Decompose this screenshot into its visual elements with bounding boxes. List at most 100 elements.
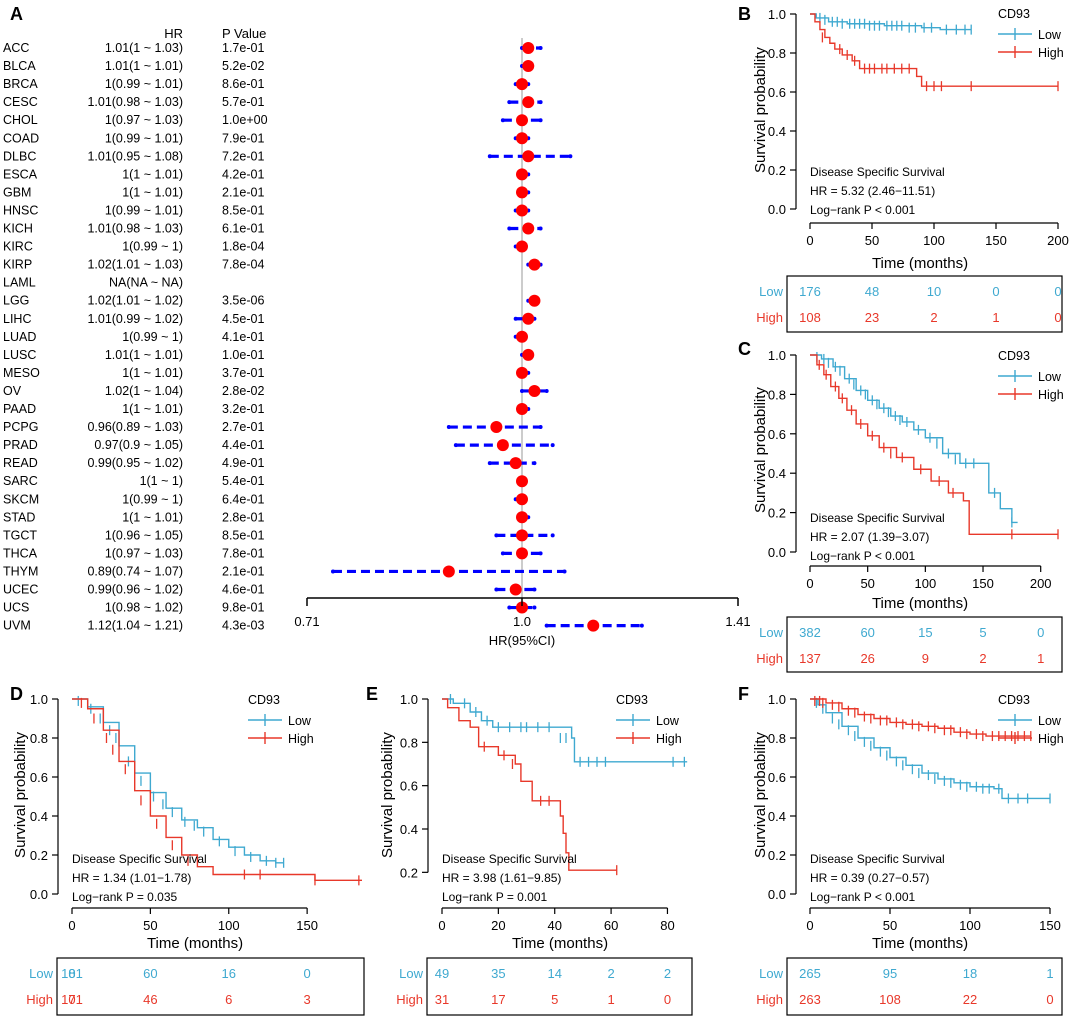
forest-row-p: 1.0e+00 <box>222 113 268 127</box>
km-legend-high-label: High <box>656 732 682 746</box>
km-legend-title: CD93 <box>998 7 1030 21</box>
km-x-label: Time (months) <box>872 935 968 952</box>
forest-row-p: 3.7e-01 <box>222 366 264 380</box>
panel-label-d: D <box>10 684 23 704</box>
km-legend-low-label: Low <box>1038 28 1062 42</box>
km-risk-high-count: 1 <box>1037 651 1044 666</box>
panel-label-c: C <box>738 339 751 359</box>
km-risk-table-box <box>786 616 1063 673</box>
forest-ci-lo-cesc <box>507 100 512 105</box>
km-x-tick-label: 150 <box>296 918 318 933</box>
forest-point-ov <box>528 384 541 397</box>
km-stats-title: Disease Specific Survival <box>810 165 945 179</box>
km-risk-low-count: 60 <box>143 966 157 981</box>
forest-ci-hi-dlbc <box>568 154 573 159</box>
forest-row-cancer: LUSC <box>3 348 36 362</box>
forest-row-hr: 0.99(0.95 ~ 1.02) <box>87 456 183 470</box>
forest-point-chol <box>516 114 528 127</box>
km-risk-high-label: High <box>396 992 423 1007</box>
forest-row-cancer: LIHC <box>3 312 31 326</box>
km-stats-logrank: Log−rank P = 0.035 <box>72 890 178 904</box>
forest-point-skcm <box>516 493 528 506</box>
forest-row-p: 2.1e-01 <box>222 185 264 199</box>
km-risk-high-count: 22 <box>963 992 977 1007</box>
km-risk-low-count: 5 <box>979 625 986 640</box>
forest-ci-lo-lihc <box>513 316 518 321</box>
km-legend-low-label: Low <box>656 714 680 728</box>
km-risk-high-count: 1 <box>607 992 614 1007</box>
km-risk-low-count: 382 <box>799 625 821 640</box>
forest-row-hr: 1(0.99 ~ 1.01) <box>105 203 183 217</box>
km-risk-high-label: High <box>756 310 783 325</box>
km-risk-high-count: 137 <box>799 651 821 666</box>
forest-row-hr: 1(1 ~ 1.01) <box>122 402 183 416</box>
km-y-tick-label: 0.4 <box>768 466 786 481</box>
km-x-tick-label: 200 <box>1047 233 1069 248</box>
panel-label-b: B <box>738 4 751 24</box>
km-x-label: Time (months) <box>872 595 968 612</box>
forest-row-p: 6.4e-01 <box>222 492 264 506</box>
km-x-tick-label: 200 <box>1030 576 1052 591</box>
km-stats-title: Disease Specific Survival <box>810 511 945 525</box>
forest-point-hnsc <box>516 204 528 217</box>
forest-row-hr: 1.01(1 ~ 1.01) <box>105 59 183 73</box>
forest-point-thym <box>442 565 455 578</box>
km-x-tick-label: 150 <box>972 576 994 591</box>
km-risk-high-count: 1 <box>992 310 999 325</box>
km-y-tick-label: 0.0 <box>30 887 48 902</box>
forest-row-cancer: DLBC <box>3 149 36 163</box>
forest-row-p: 7.2e-01 <box>222 149 264 163</box>
forest-row-cancer: OV <box>3 384 22 398</box>
forest-row-p: 1.7e-01 <box>222 41 264 55</box>
forest-row-hr: 1(0.97 ~ 1.03) <box>105 113 183 127</box>
km-stats-logrank: Log−rank P = 0.001 <box>442 890 548 904</box>
forest-row-p: 9.8e-01 <box>222 601 264 615</box>
km-y-tick-label: 0.2 <box>768 848 786 863</box>
km-legend-title: CD93 <box>998 693 1030 707</box>
forest-ci-hi-prad <box>550 443 555 448</box>
km-risk-high-count: 31 <box>435 992 449 1007</box>
forest-row-p: 1.0e-01 <box>222 348 264 362</box>
km-risk-table-box <box>56 957 365 1016</box>
km-risk-low-count: 2 <box>664 966 671 981</box>
forest-row-hr: 1(0.99 ~ 1) <box>122 240 183 254</box>
km-x-label: Time (months) <box>872 255 968 272</box>
forest-panel: A HR P Value ACC 1.01(1 ~ 1.03) 1.7e-01 BLCA 1.… <box>3 4 751 648</box>
km-y-tick-label: 1.0 <box>400 692 418 707</box>
forest-point-coad <box>516 132 528 145</box>
km-risk-low-count: 0 <box>1054 284 1061 299</box>
km-y-tick-label: 0.8 <box>768 731 786 746</box>
forest-row-cancer: BRCA <box>3 77 38 91</box>
forest-point-paad <box>516 403 528 415</box>
forest-ci-lo-tgct <box>494 533 499 538</box>
km-y-tick-label: 0.0 <box>768 887 786 902</box>
km-stats-title: Disease Specific Survival <box>442 852 577 866</box>
forest-row-hr: 1.01(0.99 ~ 1.02) <box>87 312 183 326</box>
forest-point-luad <box>516 330 528 343</box>
forest-row-p: 2.8e-02 <box>222 384 264 398</box>
forest-row-p: 8.5e-01 <box>222 203 264 217</box>
forest-point-gbm <box>516 186 528 199</box>
km-risk-low-label: Low <box>759 625 783 640</box>
forest-point-lusc <box>522 348 535 361</box>
forest-point-blca <box>522 60 535 73</box>
forest-row-hr: 1.02(1 ~ 1.04) <box>105 384 183 398</box>
forest-point-cesc <box>522 96 535 109</box>
km-y-tick-label: 0.0 <box>768 202 786 217</box>
km-y-label: Survival probability <box>752 387 769 513</box>
km-x-tick-label: 0 <box>806 576 813 591</box>
km-y-tick-label: 0.8 <box>768 46 786 61</box>
forest-row-p: 7.9e-01 <box>222 131 264 145</box>
forest-row-cancer: LUAD <box>3 330 36 344</box>
forest-row-cancer: LGG <box>3 294 29 308</box>
forest-row-hr: 1(0.99 ~ 1) <box>122 330 183 344</box>
km-risk-low-count: 265 <box>799 966 821 981</box>
km-curve-high <box>810 698 1031 737</box>
forest-point-brca <box>516 78 528 91</box>
km-stats-hr: HR = 2.07 (1.39−3.07) <box>810 530 929 544</box>
forest-row-hr: 1.02(1.01 ~ 1.02) <box>87 294 183 308</box>
forest-ci-hi-read <box>532 461 537 466</box>
km-x-tick-label: 50 <box>883 918 897 933</box>
km-risk-low-count: 14 <box>547 966 561 981</box>
km-panel-b: B 0.0 0.2 0.4 0.6 0.8 1.0 Survival probability 0… <box>738 4 1069 333</box>
